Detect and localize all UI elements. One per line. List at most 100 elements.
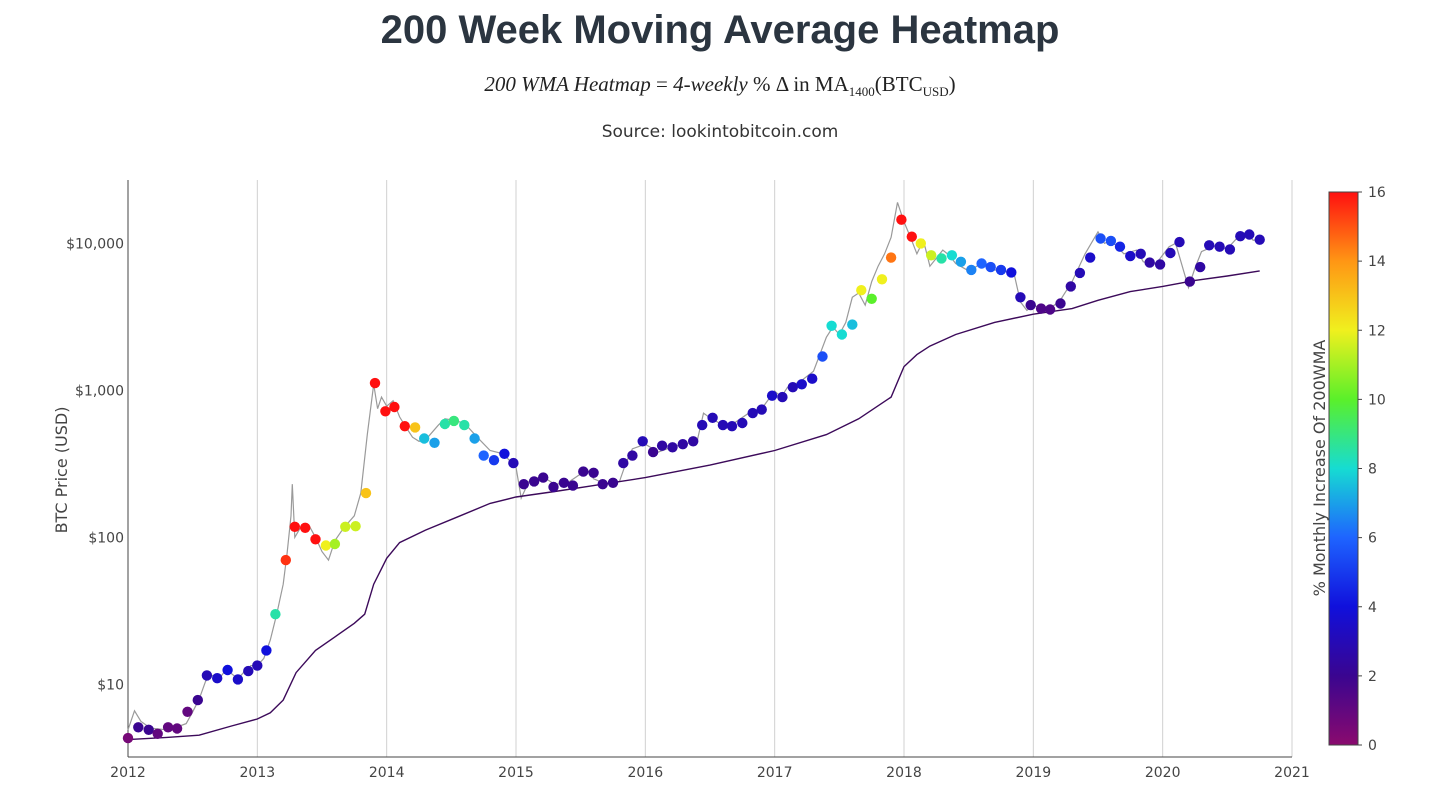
marker-37 bbox=[488, 455, 500, 466]
marker-57 bbox=[688, 436, 699, 447]
x-tick-label-2021: 2021 bbox=[1274, 765, 1310, 781]
marker-46 bbox=[578, 466, 589, 477]
marker-87 bbox=[985, 261, 996, 273]
marker-74 bbox=[856, 285, 867, 296]
marker-4 bbox=[162, 722, 174, 733]
marker-48 bbox=[597, 479, 608, 490]
marker-35 bbox=[469, 433, 480, 444]
colorbar-tick-label-6: 6 bbox=[1368, 531, 1377, 547]
marker-84 bbox=[955, 256, 967, 267]
marker-51 bbox=[627, 450, 638, 461]
formula-sub-1400: 1400 bbox=[848, 84, 875, 100]
x-tick-label-2020: 2020 bbox=[1145, 765, 1181, 781]
marker-49 bbox=[607, 477, 619, 488]
marker-72 bbox=[836, 329, 848, 340]
marker-92 bbox=[1035, 303, 1047, 314]
heatmap-markers bbox=[122, 214, 1265, 744]
marker-31 bbox=[429, 437, 440, 448]
y-tick-label-10: $10 bbox=[97, 677, 124, 693]
marker-90 bbox=[1015, 292, 1026, 303]
marker-12 bbox=[243, 665, 254, 677]
plot-axes bbox=[127, 180, 1292, 758]
marker-23 bbox=[350, 521, 361, 532]
marker-81 bbox=[926, 250, 937, 261]
formula-rhs: % Δ in MA bbox=[747, 72, 849, 96]
y-axis-ticks: $10 $100 $1,000 $10,000 bbox=[66, 236, 124, 693]
marker-27 bbox=[389, 401, 400, 413]
marker-71 bbox=[826, 320, 837, 331]
marker-88 bbox=[995, 264, 1007, 276]
marker-11 bbox=[232, 674, 244, 685]
marker-14 bbox=[261, 645, 272, 656]
marker-114 bbox=[1254, 234, 1265, 245]
marker-13 bbox=[252, 660, 263, 671]
marker-112 bbox=[1235, 231, 1246, 242]
marker-19 bbox=[310, 534, 321, 545]
marker-2 bbox=[143, 724, 154, 735]
x-tick-label-2013: 2013 bbox=[240, 765, 276, 781]
marker-7 bbox=[192, 694, 203, 706]
formula-paren-close: ) bbox=[948, 72, 956, 96]
marker-85 bbox=[966, 264, 977, 276]
formula-sub-usd: USD bbox=[922, 84, 949, 100]
marker-54 bbox=[656, 440, 668, 451]
colorbar-tick-label-10: 10 bbox=[1368, 392, 1386, 408]
marker-18 bbox=[300, 522, 311, 533]
marker-76 bbox=[876, 274, 888, 285]
y-axis-title: BTC Price (USD) bbox=[52, 407, 71, 534]
marker-107 bbox=[1184, 276, 1196, 287]
marker-61 bbox=[726, 421, 738, 432]
series-lines bbox=[127, 202, 1260, 741]
marker-17 bbox=[289, 521, 300, 532]
marker-86 bbox=[976, 258, 987, 269]
marker-105 bbox=[1165, 247, 1176, 259]
marker-73 bbox=[847, 319, 858, 330]
marker-24 bbox=[360, 487, 372, 499]
marker-66 bbox=[777, 391, 788, 403]
x-tick-label-2019: 2019 bbox=[1016, 765, 1052, 781]
marker-9 bbox=[212, 673, 223, 684]
marker-93 bbox=[1044, 304, 1056, 315]
marker-5 bbox=[171, 723, 183, 734]
marker-25 bbox=[369, 377, 381, 389]
marker-34 bbox=[459, 419, 470, 431]
colorbar-gradient bbox=[1328, 191, 1359, 746]
marker-15 bbox=[270, 609, 281, 620]
marker-96 bbox=[1074, 267, 1086, 279]
marker-41 bbox=[528, 476, 540, 487]
marker-100 bbox=[1114, 241, 1126, 252]
marker-106 bbox=[1174, 236, 1185, 248]
marker-56 bbox=[677, 439, 688, 450]
marker-70 bbox=[817, 351, 828, 362]
marker-3 bbox=[152, 728, 163, 739]
marker-63 bbox=[747, 407, 758, 419]
formula-rhs-italic: 4-weekly bbox=[673, 72, 748, 96]
marker-82 bbox=[936, 253, 947, 264]
marker-36 bbox=[478, 450, 489, 461]
marker-52 bbox=[637, 436, 648, 447]
source-caption: Source: lookintobitcoin.com bbox=[601, 122, 839, 142]
marker-22 bbox=[340, 521, 351, 532]
x-tick-label-2016: 2016 bbox=[628, 765, 664, 781]
marker-83 bbox=[946, 250, 958, 261]
marker-16 bbox=[280, 554, 291, 566]
colorbar-tick-label-0: 0 bbox=[1368, 738, 1377, 754]
marker-109 bbox=[1204, 240, 1215, 251]
marker-10 bbox=[222, 664, 233, 676]
marker-111 bbox=[1224, 244, 1236, 255]
marker-43 bbox=[548, 481, 559, 493]
colorbar-tick-label-2: 2 bbox=[1368, 669, 1377, 685]
x-tick-label-2017: 2017 bbox=[757, 765, 793, 781]
marker-98 bbox=[1095, 233, 1106, 244]
marker-45 bbox=[567, 480, 579, 491]
x-tick-label-2014: 2014 bbox=[369, 765, 405, 781]
y-tick-label-100: $100 bbox=[88, 530, 124, 546]
marker-67 bbox=[787, 382, 798, 393]
x-tick-label-2018: 2018 bbox=[886, 765, 922, 781]
colorbar-tick-label-12: 12 bbox=[1368, 323, 1386, 339]
chart-title: 200 Week Moving Average Heatmap bbox=[380, 8, 1060, 52]
marker-6 bbox=[182, 706, 193, 717]
marker-91 bbox=[1025, 299, 1036, 311]
marker-1 bbox=[133, 722, 144, 733]
